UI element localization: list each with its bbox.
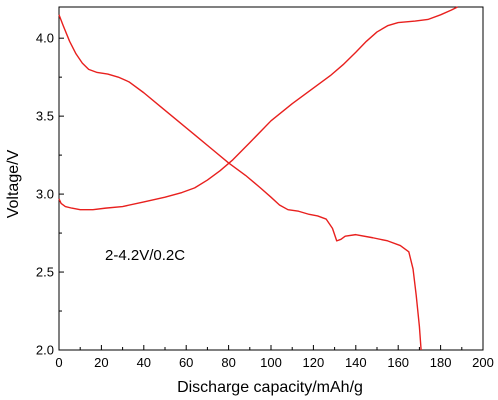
x-axis-label: Discharge capacity/mAh/g — [177, 379, 363, 396]
x-tick-label: 180 — [430, 355, 452, 370]
x-tick-label: 20 — [94, 355, 108, 370]
x-tick-label: 120 — [303, 355, 325, 370]
x-tick-label: 0 — [55, 355, 62, 370]
y-tick-label: 3.5 — [36, 109, 54, 124]
x-tick-label: 40 — [137, 355, 151, 370]
y-tick-label: 2.0 — [36, 343, 54, 358]
y-tick-label: 3.0 — [36, 187, 54, 202]
x-tick-label: 140 — [345, 355, 367, 370]
y-tick-label: 4.0 — [36, 31, 54, 46]
x-tick-label: 100 — [260, 355, 282, 370]
y-axis-ticks: 2.0 2.5 3.0 3.5 4.0 — [36, 31, 64, 358]
series-layer — [58, 6, 458, 351]
x-tick-label: 200 — [472, 355, 494, 370]
y-tick-label: 2.5 — [36, 265, 54, 280]
x-tick-label: 80 — [221, 355, 235, 370]
series-line-1 — [58, 14, 422, 351]
y-axis-label: Voltage/V — [5, 149, 22, 218]
plot-border — [58, 6, 484, 351]
x-tick-label: 60 — [179, 355, 193, 370]
series-line-2 — [58, 6, 458, 211]
plot-frame — [58, 6, 484, 351]
annotation-label: 2-4.2V/0.2C — [105, 247, 185, 264]
x-tick-label: 160 — [387, 355, 409, 370]
x-axis-ticks: 0 20 40 60 80 100 120 140 160 180 200 — [55, 345, 494, 370]
